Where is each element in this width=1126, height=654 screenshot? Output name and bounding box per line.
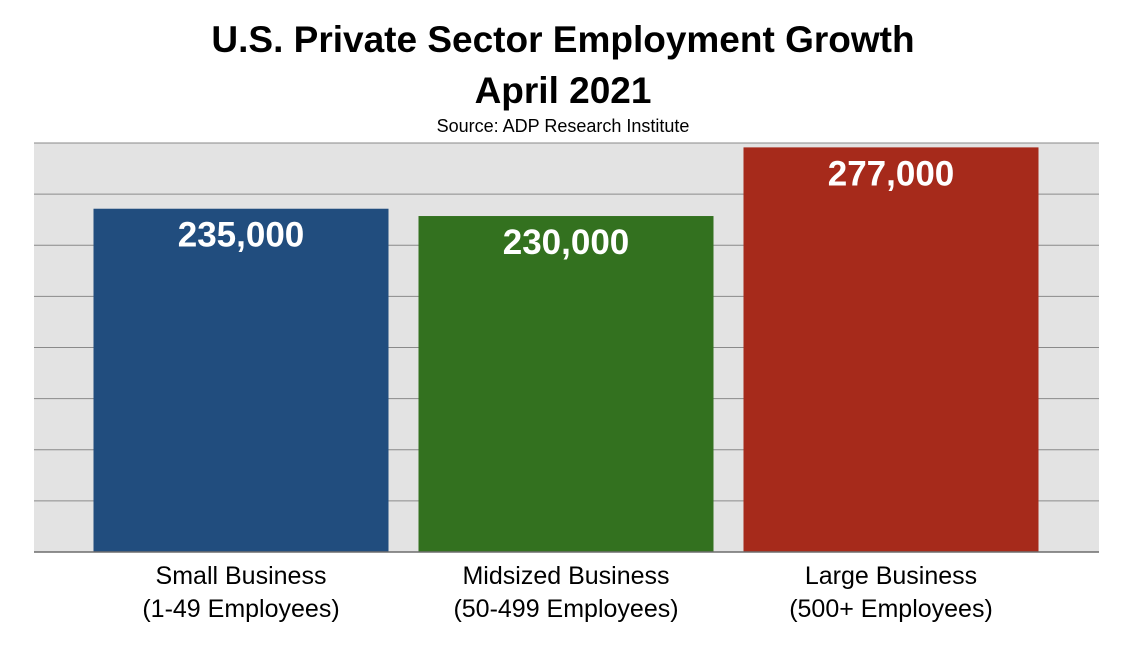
bar [93,208,389,552]
chart-title: U.S. Private Sector Employment Growth [211,19,915,60]
data-label: 230,000 [503,223,630,262]
x-tick-label: (50-499 Employees) [453,595,678,623]
x-tick-label: (500+ Employees) [789,595,993,623]
bar [743,147,1039,552]
chart-title-date: April 2021 [474,70,652,111]
bar [418,216,714,553]
chart-subtitle: Source: ADP Research Institute [436,116,690,136]
x-tick-label: Large Business [805,562,977,590]
x-tick-label: Midsized Business [462,562,669,590]
data-label: 277,000 [828,154,955,193]
x-tick-label: Small Business [156,562,327,590]
data-label: 235,000 [178,216,305,255]
x-tick-label: (1-49 Employees) [142,595,339,623]
